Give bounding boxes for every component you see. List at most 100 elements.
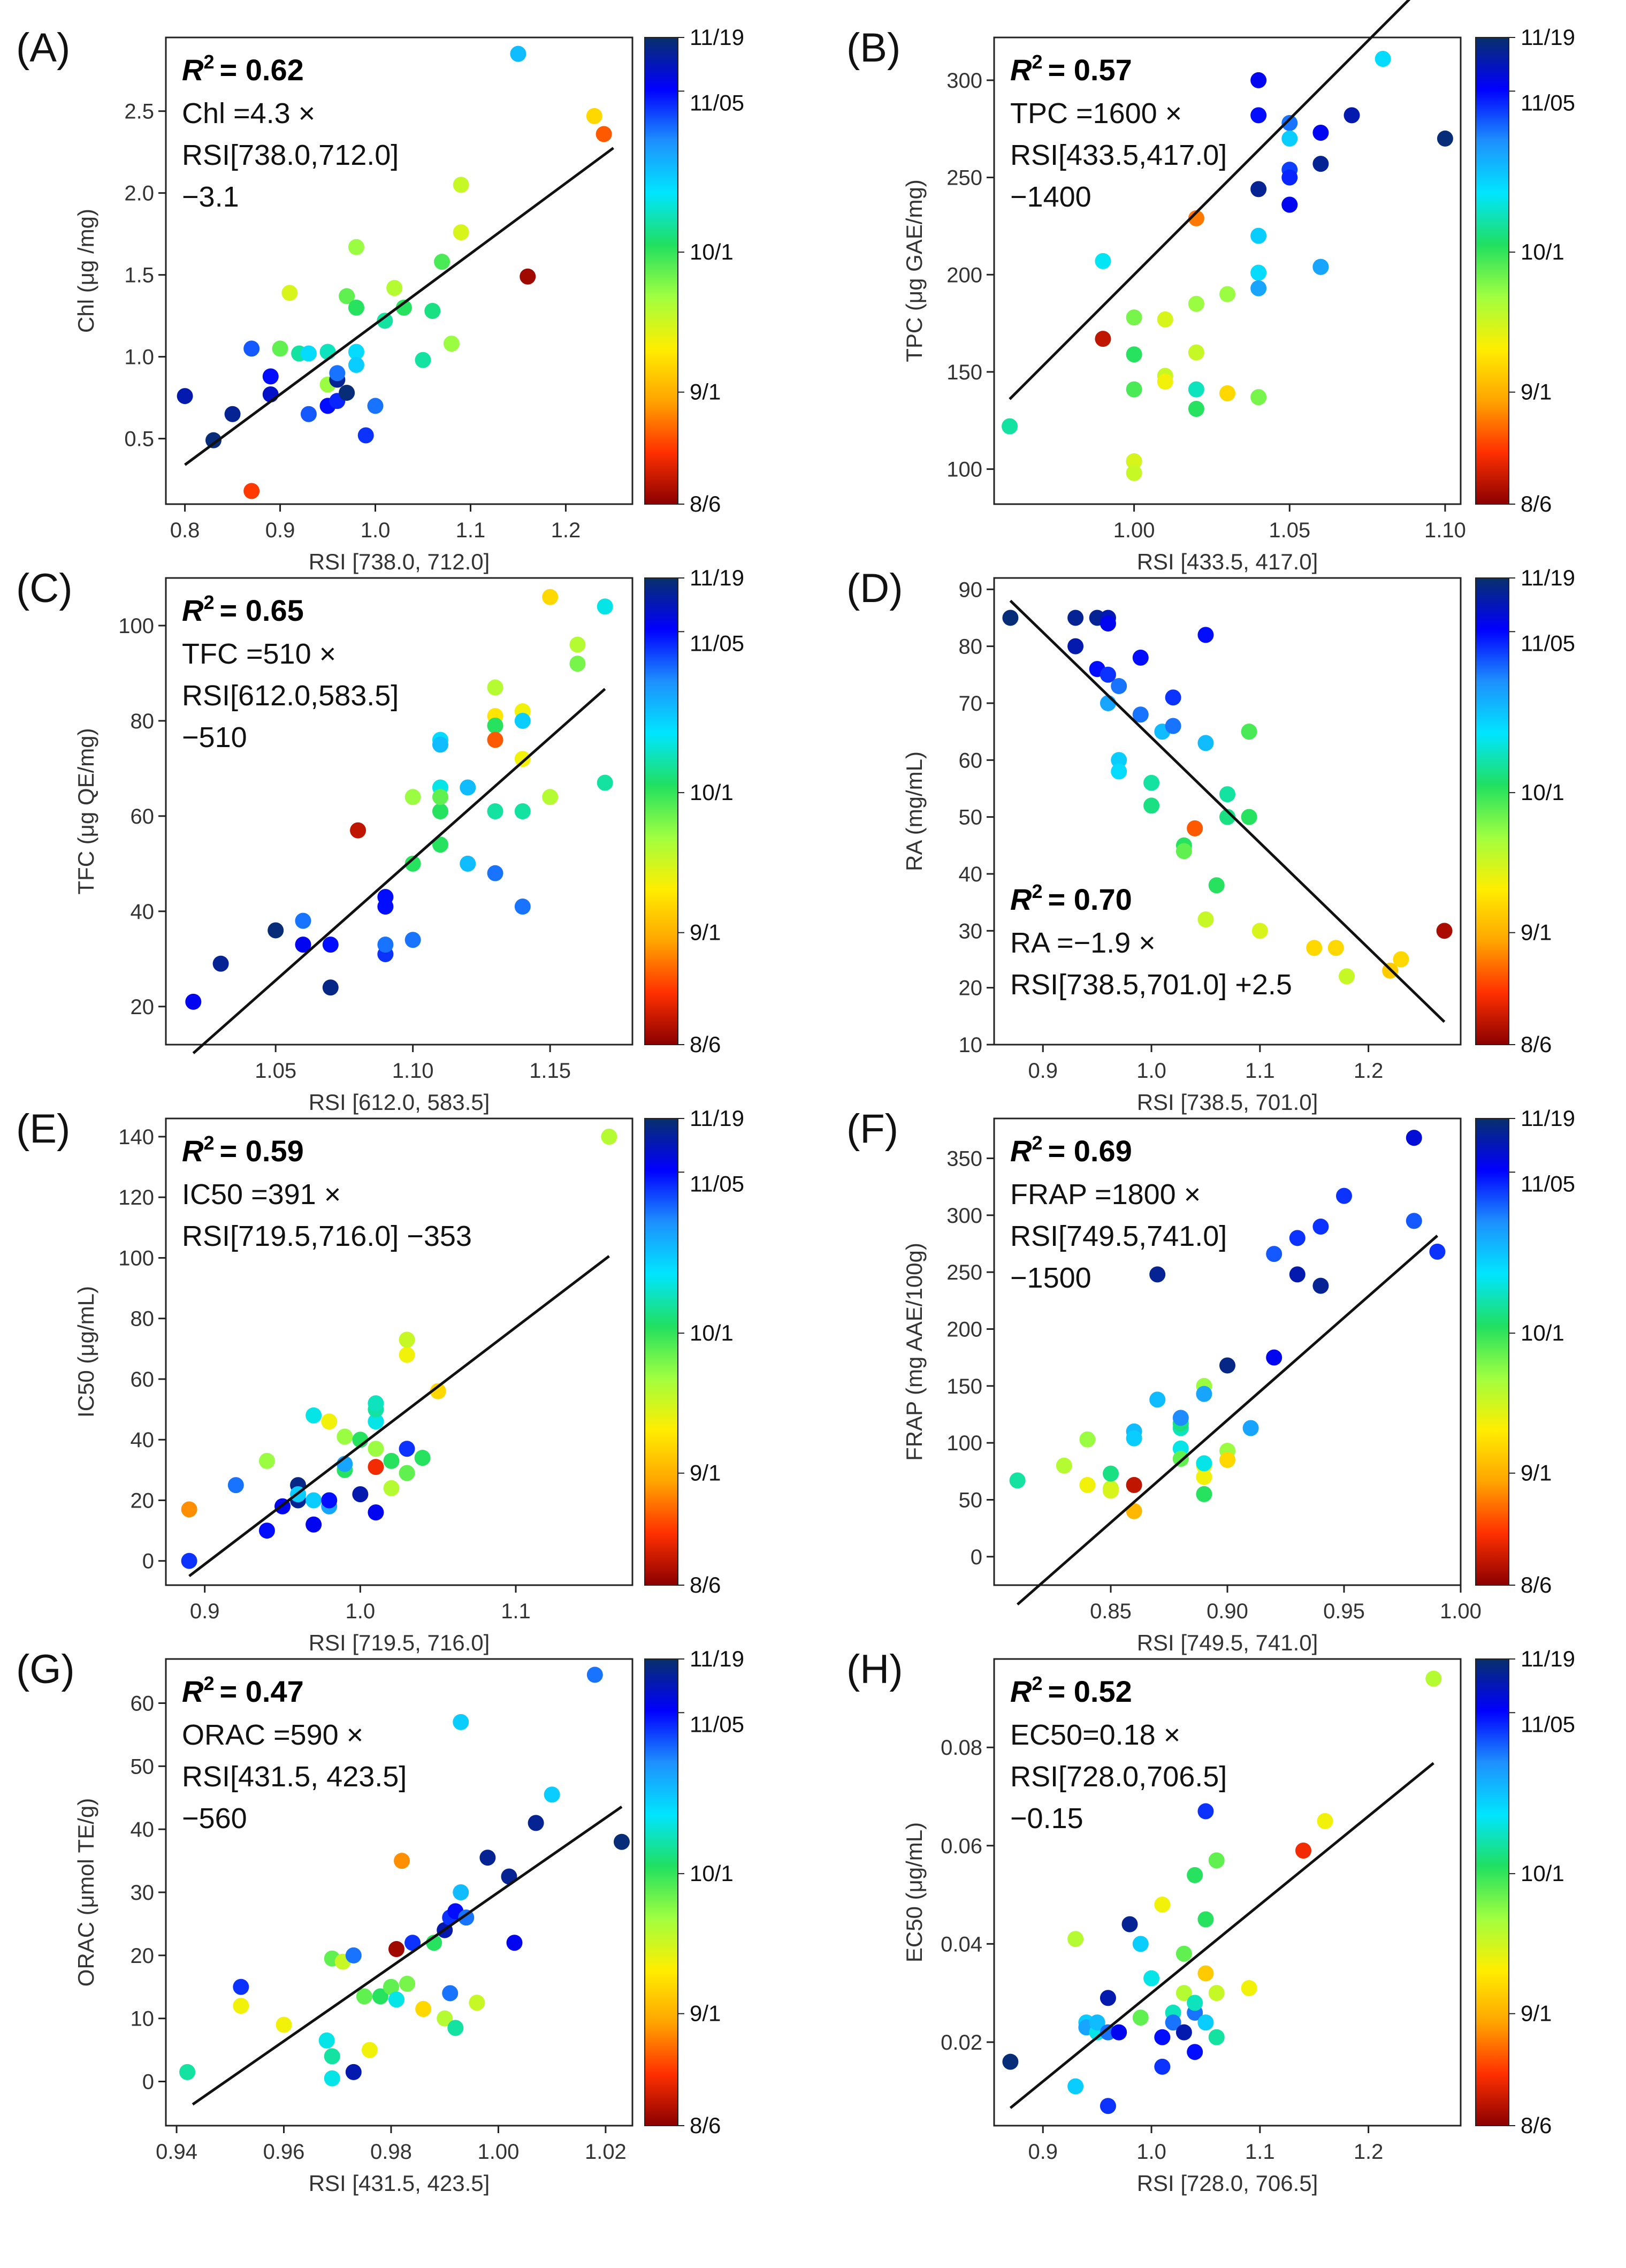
y-axis-label: RA (mg/mL) [902,751,927,871]
colorbar-tick-label: 9/1 [690,379,721,405]
data-point [1165,689,1181,706]
data-point [1281,169,1298,186]
r-squared-value: = 0.57 [1048,53,1132,87]
data-point [1208,877,1225,894]
data-point [1219,385,1235,401]
panel-label: (H) [846,1647,903,1692]
r-squared-symbol: R [182,1134,204,1168]
equation-line: −510 [182,721,247,754]
scatter-series [179,1666,630,2087]
r-squared-exponent: 2 [1032,1672,1042,1694]
colorbar-tick-label: 11/19 [690,565,744,590]
data-point [233,1998,249,2014]
data-point [1002,2053,1019,2070]
data-point [227,1477,244,1494]
data-point [1126,346,1142,363]
plot-frame [165,577,633,1046]
y-tick-label: 0.02 [941,2031,982,2054]
data-point [1219,1357,1235,1374]
colorbar-tick-label: 10/1 [1521,1861,1564,1886]
data-point [212,955,229,972]
equation-line: RSI[728.0,706.5] [1010,1761,1227,1793]
data-point [318,2032,335,2049]
colorbar-tick-label: 9/1 [1521,379,1552,405]
r-squared-label: R2 = 0.65 [182,591,304,627]
y-tick-label: 60 [959,749,983,772]
data-point [399,1346,415,1363]
x-axis-label: RSI [749.5, 741.0] [1137,1630,1318,1655]
y-tick-label: 250 [946,166,982,190]
data-point [399,1331,415,1348]
data-point [1009,1472,1026,1489]
data-point [295,937,311,953]
data-point [306,1492,322,1509]
data-point [205,432,222,448]
data-point [1197,1911,1214,1928]
colorbar-tick-label: 11/19 [690,1106,744,1131]
x-tick-label: 1.1 [1245,1059,1275,1083]
colorbar: 11/19 11/05 10/1 9/1 8/6 [1475,1646,1575,2138]
data-point [1089,2014,1105,2031]
x-tick-label: 1.10 [392,1059,434,1083]
x-tick-label: 0.9 [1028,2140,1058,2164]
data-point [432,789,448,805]
data-point [1143,774,1160,791]
colorbar-tick-label: 11/05 [1521,1711,1575,1737]
data-point [487,679,503,696]
data-point [368,1413,384,1430]
data-point [345,2064,362,2080]
data-point [1281,115,1298,131]
data-point [1219,286,1235,302]
x-tick-label: 1.05 [1269,519,1310,542]
colorbar: 11/19 11/05 10/1 9/1 8/6 [1475,1106,1575,1597]
data-point [1132,649,1149,666]
regression-line [1009,599,1446,1023]
equation-line: −1400 [1010,181,1091,213]
y-tick-label: 90 [959,578,983,602]
colorbar-tick-label: 10/1 [690,1320,734,1345]
data-point [1241,1980,1257,1996]
r-squared-exponent: 2 [203,1132,214,1154]
data-point [1165,2014,1181,2031]
data-point [329,365,346,382]
data-point [1187,820,1203,836]
data-point [1406,1130,1422,1146]
data-point [1103,1482,1119,1499]
panel-label: (G) [16,1647,75,1692]
equation-line: TPC =1600 × [1010,97,1182,130]
data-point [1095,331,1111,347]
data-point [383,1452,400,1469]
data-point [1208,1985,1225,2001]
y-tick-label: 100 [118,614,154,638]
equation-line: −0.15 [1010,1802,1083,1835]
colorbar: 11/19 11/05 10/1 9/1 8/6 [1475,25,1575,516]
panel-label: (B) [846,25,900,71]
y-tick-label: 20 [959,977,983,1000]
data-point [1436,923,1453,939]
y-tick-label: 0.5 [124,428,154,451]
data-point [1196,1386,1212,1402]
equation-line: RA =−1.9 × [1010,927,1156,959]
data-point [1197,735,1214,751]
data-point [1111,763,1127,780]
data-point [321,1492,338,1509]
data-point [1197,1965,1214,1982]
equation-line: FRAP =1800 × [1010,1178,1201,1211]
x-tick-label: 1.15 [529,1059,571,1083]
regression-line [188,1255,610,1578]
panel-label: (A) [16,25,70,71]
data-point [510,45,526,62]
data-point [1126,381,1142,398]
colorbar-tick-label: 10/1 [1521,239,1564,264]
data-point [1188,344,1204,361]
y-tick-label: 60 [131,805,155,828]
data-point [1312,125,1329,141]
r-squared-label: R2 = 0.70 [1010,880,1132,916]
data-point [1067,638,1084,654]
y-tick-label: 0.06 [941,1835,982,1858]
data-point [1079,1477,1096,1493]
colorbar-tick-label: 8/6 [1521,491,1552,516]
equation-line: EC50=0.18 × [1010,1719,1180,1751]
panel-f: (F) 0.85 0.90 0.95 1.00 0 50 100 150 200 250 300 350… [846,1106,1575,1655]
